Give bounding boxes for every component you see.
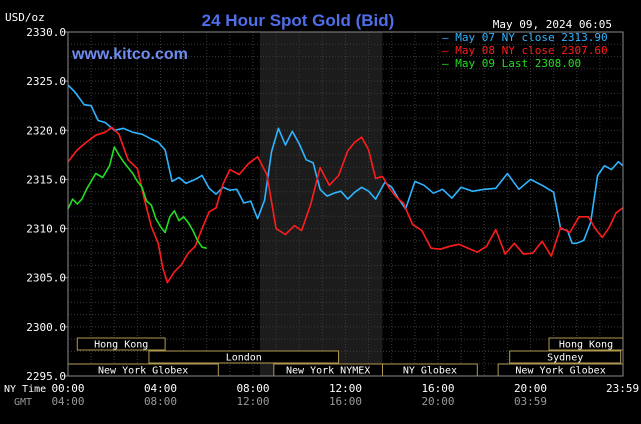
y-tick-label: 2300.0 (26, 321, 66, 334)
x-tick-label-ny: 16:00 (421, 382, 454, 395)
market-band: Hong Kong (548, 337, 624, 351)
market-band: Hong Kong (76, 337, 166, 351)
market-band-label: New York Globex (98, 366, 188, 377)
x-tick-label-ny: 20:00 (514, 382, 547, 395)
x-tick-label-ny: 00:00 (51, 382, 84, 395)
market-band: New York Globex (497, 363, 624, 377)
market-band: London (148, 350, 340, 364)
x-tick-label-ny: 12:00 (329, 382, 362, 395)
x-tick-label-ny: 04:00 (144, 382, 177, 395)
series-line (67, 146, 207, 249)
nytime-axis-label: NY Time (4, 384, 46, 395)
x-tick-label-gmt: 20:00 (421, 395, 454, 408)
y-tick-label: 2315.0 (26, 173, 66, 186)
x-tick-label-gmt: 04:00 (51, 395, 84, 408)
y-tick-label: 2325.0 (26, 75, 66, 88)
market-band-label: Sydney (547, 353, 583, 364)
x-tick-label-gmt: 12:00 (236, 395, 269, 408)
timestamp: May 09, 2024 06:05 (493, 18, 612, 31)
y-tick-label: 2310.0 (26, 223, 66, 236)
gmt-axis-label: GMT (14, 397, 32, 408)
x-tick-label-ny: 08:00 (236, 382, 269, 395)
market-band-box (509, 350, 622, 364)
y-tick-label: 2295.0 (26, 370, 66, 383)
chart-title: 24 Hour Spot Gold (Bid) (202, 11, 395, 30)
series-line (67, 84, 624, 245)
legend-entry: — May 07 NY close 2313.90 (442, 31, 608, 44)
x-tick-label-gmt: 03:59 (514, 395, 547, 408)
market-band: New York NYMEX (273, 363, 383, 377)
plot-frame (67, 31, 624, 377)
market-band: New York Globex (67, 363, 219, 377)
market-band-label: Hong Kong (559, 340, 613, 351)
x-tick-label-gmt: 08:00 (144, 395, 177, 408)
units-label: USD/oz (5, 11, 45, 24)
market-band-box (148, 350, 340, 364)
market-band-label: New York Globex (515, 366, 605, 377)
market-band: Sydney (509, 350, 622, 364)
x-tick-label-ny: 23:59 (606, 382, 639, 395)
y-tick-label: 2330.0 (26, 26, 66, 39)
market-band-label: Hong Kong (94, 340, 148, 351)
market-band-label: NY Globex (403, 366, 457, 377)
brand-watermark: www.kitco.com (71, 46, 188, 63)
y-tick-label: 2320.0 (26, 124, 66, 137)
legend-entry: — May 08 NY close 2307.60 (442, 44, 608, 57)
series-line (67, 126, 624, 284)
market-band-box (76, 337, 166, 351)
market-band-label: London (226, 353, 262, 364)
market-band: NY Globex (382, 363, 478, 377)
x-tick-label-gmt: 16:00 (329, 395, 362, 408)
legend-entry: — May 09 Last 2308.00 (442, 57, 581, 70)
y-tick-label: 2305.0 (26, 272, 66, 285)
market-band-label: New York NYMEX (286, 366, 370, 377)
